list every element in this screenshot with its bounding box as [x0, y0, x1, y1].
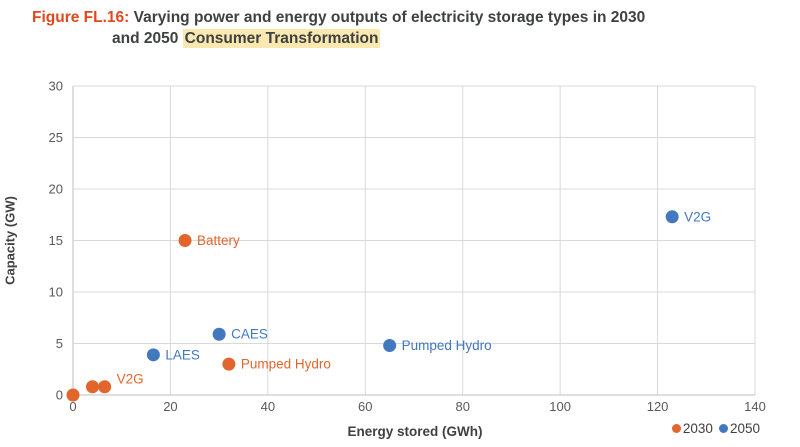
data-point-2030-battery	[178, 234, 192, 247]
data-point-2050-caes	[212, 327, 226, 341]
point-label-2030: V2G	[117, 371, 144, 386]
y-axis-title: Capacity (GW)	[2, 196, 18, 285]
legend-label-2050: 2050	[729, 421, 760, 436]
figure-title-line1: Varying power and energy outputs of elec…	[133, 9, 646, 26]
legend-item-2050: 2050	[718, 421, 760, 436]
data-point-2030-pumped-hydro	[222, 357, 236, 371]
figure-title: Figure FL.16: Varying power and energy o…	[32, 7, 772, 49]
legend-dot-2030	[671, 424, 681, 433]
data-point-2050-pumped-hydro	[383, 339, 397, 353]
data-point-2030	[85, 380, 99, 394]
x-tick-label: 100	[549, 399, 571, 414]
point-label-2050: V2G	[684, 209, 711, 224]
y-tick-label: 30	[49, 79, 63, 94]
chart-legend: 2030 2050	[671, 421, 760, 436]
x-tick-label: 120	[647, 399, 669, 414]
data-point-2030	[66, 388, 80, 402]
legend-dot-2050	[718, 424, 728, 433]
y-tick-label: 10	[49, 285, 63, 300]
legend-item-2030: 2030	[671, 421, 713, 436]
point-label-2030: Pumped Hydro	[241, 357, 331, 372]
point-label-2050: Pumped Hydro	[402, 338, 492, 353]
y-tick-label: 20	[49, 182, 63, 197]
y-tick-label: 0	[56, 388, 63, 403]
legend-label-2030: 2030	[682, 421, 713, 436]
y-tick-label: 25	[49, 130, 63, 145]
x-tick-label: 80	[455, 399, 469, 414]
figure-title-line2: and 2050 Consumer Transformation	[112, 28, 772, 49]
x-tick-label: 0	[69, 399, 76, 414]
data-point-2030-v2g	[98, 380, 112, 394]
data-point-2050-laes	[146, 348, 160, 362]
point-label-2050: CAES	[231, 327, 268, 342]
y-tick-label: 15	[49, 233, 63, 248]
data-point-2050-v2g	[665, 210, 679, 224]
figure-label: Figure FL.16:	[32, 9, 130, 26]
y-tick-label: 5	[56, 336, 63, 351]
x-tick-label: 140	[744, 399, 766, 414]
x-tick-label: 20	[163, 399, 177, 414]
point-label-2050: LAES	[165, 347, 200, 362]
x-tick-label: 40	[261, 399, 275, 414]
x-tick-label: 60	[358, 399, 372, 414]
figure-title-line2-prefix: and 2050	[112, 30, 183, 47]
x-axis-title: Energy stored (GWh)	[347, 424, 483, 439]
point-label-2030: Battery	[197, 233, 240, 248]
title-highlight: Consumer Transformation	[182, 29, 381, 48]
